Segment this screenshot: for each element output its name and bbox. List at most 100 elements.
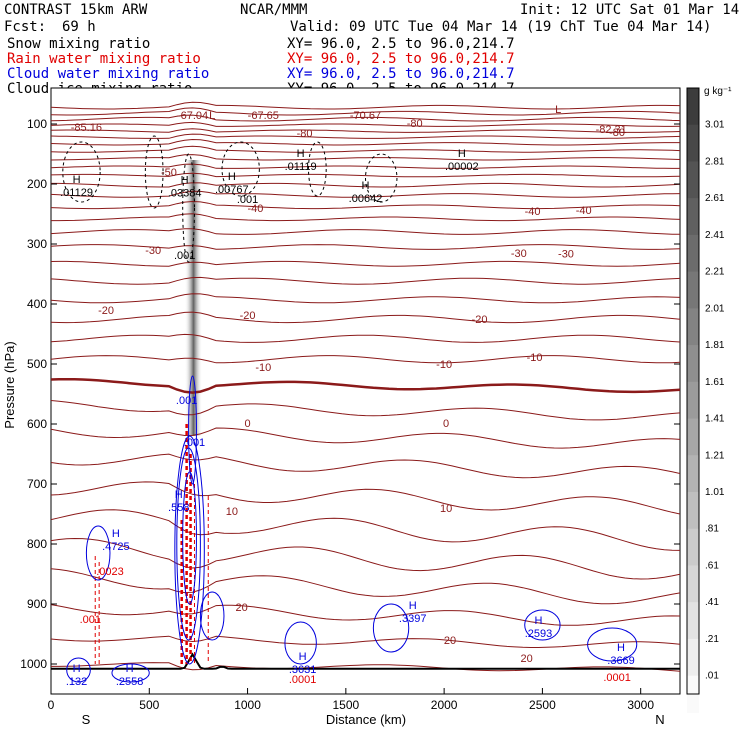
temperature-contour [51,276,680,285]
temperature-contour [51,453,680,479]
temperature-contour [51,568,680,605]
temperature-label: 20 [444,635,456,647]
colorbar-label: 3.01 [705,120,725,131]
temperature-contour [51,293,680,304]
cloud-water-label: .001 [176,395,197,407]
colorbar-swatch [687,455,699,493]
forecast-label: Fcst: [4,19,46,35]
colorbar-label: 2.41 [705,230,725,241]
plot-frame [50,87,681,695]
org-label: NCAR/MMM [240,2,307,18]
y-tick-label: 600 [27,417,47,431]
temperature-contour [51,133,680,139]
cloud-water-contour [66,657,91,683]
plot-area: -67.04 -67.65 -70.67 -82.31 -85.16 -80 -80 -80 -… [51,101,680,688]
init-time: Init: 12 UTC Sat 01 Mar 14 [520,2,739,18]
maximum-marker: H [297,148,305,160]
cloud-water-contour [174,435,205,665]
colorbar-label: 1.61 [705,377,725,388]
cloud-water-label: .001 [184,437,205,449]
temperature-contour [51,244,680,250]
temperature-label: -85.16 [71,122,102,134]
snow-label: .001 [237,194,258,206]
maximum-value: .3397 [399,613,427,625]
temperature-contour [51,213,680,222]
temperature-contour [51,101,680,110]
temperature-contour [51,190,680,198]
y-tick-label: 500 [27,357,47,371]
maximum-value: .2558 [116,676,144,688]
maximum-marker: H [458,148,466,160]
colorbar-label: 2.21 [705,267,725,278]
maximum-marker: H [362,180,370,192]
maximum-value: .01119 [285,161,317,173]
colorbar-swatch [687,528,699,566]
temperature-contour [51,537,680,580]
temperature-contour [51,107,680,116]
maximum-value: .3631 [289,664,317,676]
temperature-label: -10 [436,359,452,371]
temperature-label: -82.31 [596,124,627,136]
temperature-contour [51,509,680,551]
temperature-contour [51,228,680,235]
surface-line [51,652,680,670]
temperature-label: -40 [576,205,592,217]
y-tick-label: 100 [27,117,47,131]
temperature-label: -20 [240,310,256,322]
temperature-contour [51,635,680,648]
snow-label: .001 [174,250,195,262]
cloud-water-contour [111,663,150,683]
maximum-marker: H [299,651,307,663]
cloud-ice-contour [182,153,195,263]
colorbar-label: 1.81 [705,340,725,351]
temperature-contour [51,145,680,153]
temperature-label: 0 [443,418,449,430]
cloud-ice-contour [365,153,398,203]
x-tick-label: 0 [48,698,55,712]
temperature-label: 20 [236,602,248,614]
rain-label: .001 [80,614,101,626]
legend-entry-name: Cloud water mixing ratio [7,66,209,82]
colorbar-swatch [687,198,699,236]
cloud-ice-contour [221,141,260,197]
colorbar-label: 2.61 [705,193,725,204]
temperature-label: -10 [527,352,543,364]
temperature-contour [51,377,680,394]
temperature-contour [51,128,680,133]
colorbar-swatch [687,345,699,383]
cloud-water-contour [372,603,410,653]
temperature-contour [51,114,680,122]
colorbar-swatch [687,381,699,420]
y-tick-label: 1000 [20,657,47,671]
temperature-label: 10 [226,506,238,518]
legend-entry-cross-section: XY= 96.0, 2.5 to 96.0,214.7 [287,66,515,82]
colorbar-swatch [687,271,699,309]
colorbar-label: .01 [705,671,719,682]
temperature-contour [51,333,680,343]
maximum-marker: H [181,175,189,187]
minimum-marker: L [209,110,215,122]
temperature-label: -80 [407,118,423,130]
temperature-contour [51,355,680,364]
maximum-marker: H [73,174,81,186]
temperature-label: -30 [511,248,527,260]
colorbar-swatch [687,124,699,162]
temperature-contour [51,154,680,161]
maximum-marker: H [175,489,183,501]
cloud-water-contour [199,591,225,641]
cloud-ice-contour [62,141,101,203]
plot-content: -67.04 -67.65 -70.67 -82.31 -85.16 -80 -80 -80 -… [51,101,680,688]
temperature-label: -30 [145,245,161,257]
temperature-label: 0 [245,418,251,430]
y-tick-label: 300 [27,237,47,251]
legend-entry-cross-section: XY= 96.0, 2.5 to 96.0,214.7 [287,51,515,67]
cloud-water-contour [284,621,317,665]
temperature-contour [51,400,680,421]
maximum-marker: H [617,642,625,654]
temperature-label: -20 [472,314,488,326]
x-end-label-south: S [82,712,91,727]
maximum-value: .2593 [525,628,553,640]
colorbar-label: 1.21 [705,450,725,461]
maximum-value: .00767 [215,184,249,196]
colorbar: 3.01 2.81 2.61 2.41 2.21 2.01 1.81 1.61 1.41 1.21… [686,87,725,713]
